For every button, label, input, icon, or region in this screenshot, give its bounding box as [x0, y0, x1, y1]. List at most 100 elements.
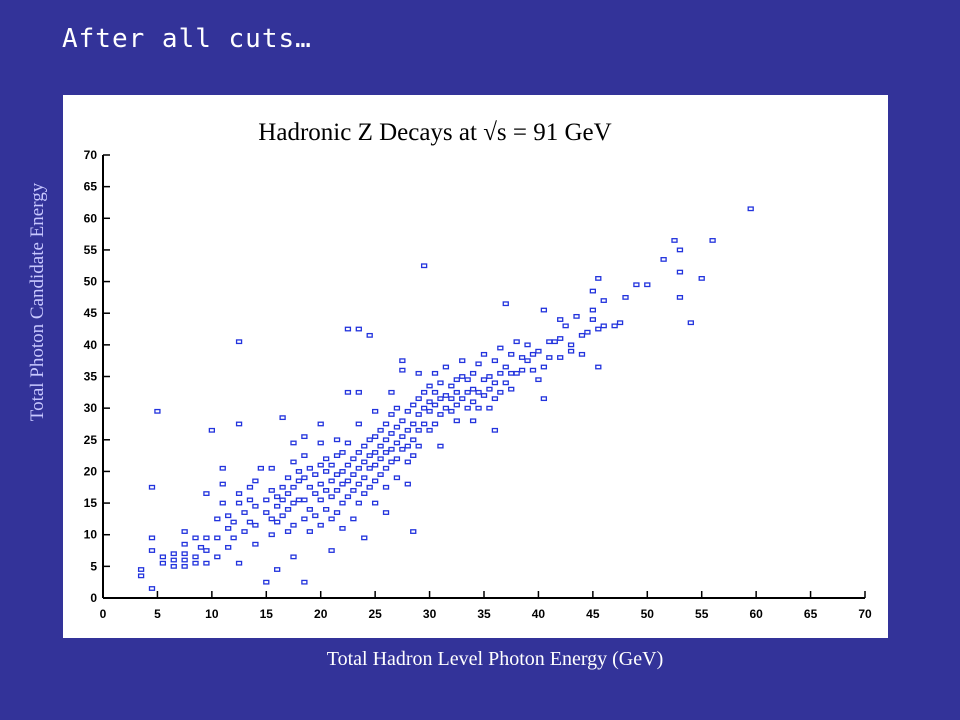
data-point: [420, 421, 428, 427]
data-point: [388, 412, 395, 417]
data-point: [600, 323, 607, 329]
data-point: [513, 339, 520, 345]
data-point: [350, 472, 357, 477]
data-point: [290, 554, 297, 560]
y-tick-label: 20: [84, 464, 98, 478]
data-point: [573, 313, 580, 319]
data-point: [377, 456, 384, 462]
data-point: [475, 405, 482, 411]
data-point: [371, 462, 379, 468]
data-point: [671, 238, 678, 243]
data-point: [420, 405, 428, 411]
data-point: [323, 506, 330, 512]
data-point: [355, 421, 362, 427]
x-tick-label: 10: [205, 607, 219, 621]
data-point: [328, 494, 335, 500]
data-point: [257, 465, 264, 471]
data-point: [399, 367, 406, 373]
data-point: [284, 506, 292, 512]
data-point: [426, 383, 433, 389]
data-point: [551, 339, 558, 345]
y-tick-label: 55: [84, 243, 98, 257]
data-point: [399, 358, 406, 364]
data-point: [437, 443, 444, 449]
data-point: [393, 456, 401, 462]
x-tick-label: 65: [804, 607, 818, 621]
data-point: [622, 294, 629, 300]
data-point: [241, 510, 248, 515]
data-point: [410, 421, 417, 427]
data-point: [415, 370, 422, 376]
data-point: [290, 459, 297, 465]
data-point: [279, 484, 286, 490]
y-axis-label: Total Photon Candidate Energy: [27, 182, 48, 422]
data-point: [225, 525, 232, 531]
y-tick-label: 5: [90, 559, 97, 573]
data-point: [502, 301, 509, 307]
x-tick-label: 30: [423, 607, 437, 621]
data-point: [388, 446, 395, 452]
data-point: [676, 269, 684, 275]
data-point: [203, 535, 210, 541]
data-point: [214, 535, 221, 541]
data-point: [535, 348, 542, 354]
data-point: [595, 364, 602, 370]
data-point: [578, 332, 586, 338]
data-point: [469, 399, 477, 405]
data-point: [306, 529, 313, 534]
data-point: [192, 535, 199, 541]
data-point: [540, 364, 548, 370]
y-tick-label: 65: [84, 180, 98, 194]
data-point: [426, 427, 433, 433]
data-point: [252, 522, 259, 528]
data-point: [518, 355, 526, 360]
data-point: [508, 386, 515, 392]
data-point: [366, 465, 373, 471]
data-point: [567, 348, 575, 354]
data-point: [328, 478, 335, 484]
data-point: [453, 389, 460, 395]
x-tick-label: 70: [858, 607, 872, 621]
x-tick-label: 50: [641, 607, 655, 621]
data-point: [290, 500, 297, 506]
data-point: [557, 336, 564, 341]
data-point: [371, 500, 379, 506]
data-point: [469, 418, 477, 424]
data-point: [235, 560, 243, 566]
data-point: [181, 551, 188, 557]
data-point: [306, 465, 313, 471]
data-point: [290, 484, 297, 490]
data-point: [502, 380, 509, 386]
y-tick-label: 10: [84, 528, 98, 542]
data-point: [431, 389, 439, 395]
plot-panel: Hadronic Z Decays at √s = 91 GeV 0 5 10 15 2…: [63, 95, 888, 638]
data-point: [442, 393, 450, 398]
data-point: [252, 503, 259, 509]
scatter-plot: Hadronic Z Decays at √s = 91 GeV 0 5 10 15 2…: [84, 119, 872, 621]
data-point: [393, 424, 401, 430]
data-point: [203, 548, 210, 553]
data-point: [274, 503, 281, 509]
data-point: [377, 472, 384, 477]
data-point: [344, 478, 352, 484]
data-point: [595, 276, 602, 281]
data-point: [301, 579, 308, 585]
data-point: [279, 497, 286, 503]
data-point: [453, 377, 460, 383]
data-point: [339, 525, 346, 531]
data-point: [284, 475, 292, 481]
data-point: [584, 329, 591, 335]
data-point: [464, 405, 471, 411]
data-point: [246, 519, 254, 525]
data-point: [698, 276, 705, 281]
data-point: [529, 367, 537, 373]
data-point: [317, 462, 324, 468]
data-point: [361, 535, 368, 541]
data-point: [469, 386, 477, 392]
data-point: [333, 472, 341, 477]
data-point: [382, 421, 390, 427]
data-point: [399, 446, 406, 452]
y-tick-label: 40: [84, 338, 98, 352]
data-point: [274, 567, 281, 572]
data-point: [312, 491, 319, 496]
